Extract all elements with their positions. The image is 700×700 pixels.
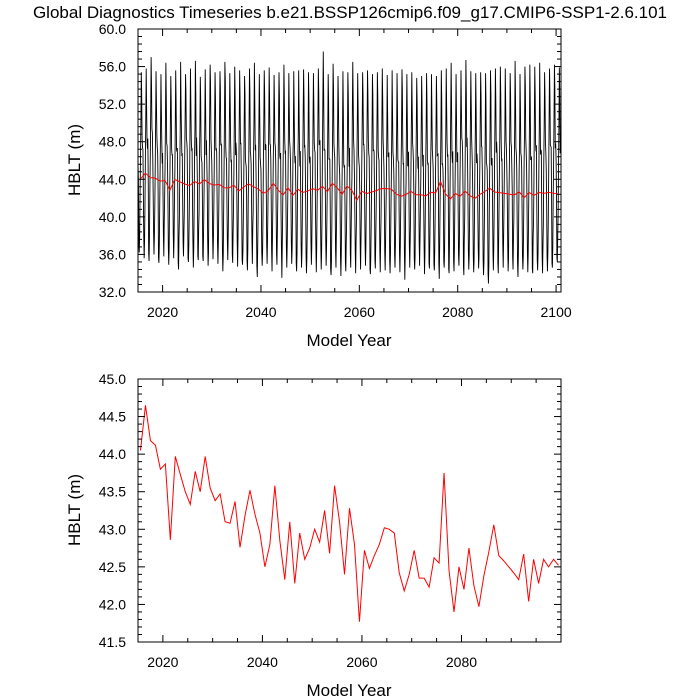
y-tick-label: 52.0: [99, 96, 126, 112]
bottom-series-line-0: [139, 405, 559, 622]
bottom-y-axis-label: HBLT (m): [65, 474, 84, 546]
y-tick-label: 43.5: [99, 484, 126, 500]
top-tick-layer: 2020 2040 2060 2080 2100 32.0 36.0 40.0 44.0 48.0…: [99, 21, 572, 320]
x-tick-label: 2020: [147, 304, 178, 320]
y-tick-label: 42.0: [99, 596, 126, 612]
y-tick-label: 44.5: [99, 409, 126, 425]
x-tick-label: 2040: [247, 654, 278, 670]
bottom-tick-layer: 2020 2040 2060 2080 41.5 42.0 42.5 43.0 43.5 44.0…: [99, 371, 562, 670]
x-tick-label: 2060: [346, 654, 377, 670]
top-y-axis-label: HBLT (m): [65, 124, 84, 196]
top-series-line-0: [137, 51, 562, 284]
x-tick-label: 2040: [245, 304, 276, 320]
y-tick-label: 60.0: [99, 21, 126, 37]
bottom-plot-frame: [137, 378, 562, 643]
y-tick-label: 45.0: [99, 371, 126, 387]
bottom-series-layer: [139, 405, 559, 622]
top-x-axis-label: Model Year: [306, 331, 391, 350]
y-tick-label: 36.0: [99, 246, 126, 262]
y-tick-label: 44.0: [99, 171, 126, 187]
x-tick-label: 2080: [446, 654, 477, 670]
y-tick-label: 43.0: [99, 521, 126, 537]
top-plot-frame: [137, 28, 562, 293]
y-tick-label: 44.0: [99, 446, 126, 462]
top-series-layer: [137, 51, 562, 284]
figure-title: Global Diagnostics Timeseries b.e21.BSSP…: [33, 3, 667, 22]
x-tick-label: 2060: [344, 304, 375, 320]
bottom-panel: 2020 2040 2060 2080 41.5 42.0 42.5 43.0 43.5 44.0…: [65, 371, 562, 700]
x-tick-label: 2080: [442, 304, 473, 320]
y-tick-label: 56.0: [99, 59, 126, 75]
y-tick-label: 42.5: [99, 559, 126, 575]
bottom-x-axis-label: Model Year: [306, 681, 391, 700]
top-panel: 2020 2040 2060 2080 2100 32.0 36.0 40.0 44.0 48.0…: [65, 21, 572, 350]
y-tick-label: 41.5: [99, 634, 126, 650]
y-tick-label: 48.0: [99, 134, 126, 150]
y-tick-label: 32.0: [99, 284, 126, 300]
y-tick-label: 40.0: [99, 209, 126, 225]
top-series-line-1: [140, 172, 559, 202]
x-tick-label: 2100: [541, 304, 572, 320]
x-tick-label: 2020: [147, 654, 178, 670]
